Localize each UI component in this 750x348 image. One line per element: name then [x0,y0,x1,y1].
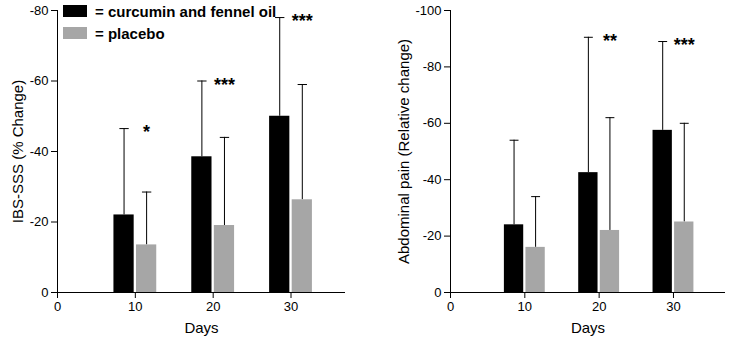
html-text:= placebo: = placebo [95,24,165,42]
svg-text:-20: -20 [30,214,49,229]
svg-text:30: 30 [284,299,298,314]
svg-text:-80: -80 [30,3,49,18]
svg-text:***: *** [674,35,695,55]
svg-text:-100: -100 [415,3,441,18]
svg-text:-40: -40 [423,172,442,187]
svg-text:Days: Days [571,319,605,336]
svg-text:Abdominal pain (Relative chang: Abdominal pain (Relative change) [395,39,412,264]
svg-text:20: 20 [206,299,220,314]
svg-text:***: *** [292,11,313,31]
svg-text:Days: Days [184,319,218,336]
svg-text:10: 10 [518,299,532,314]
svg-text:-20: -20 [423,228,442,243]
svg-text:-40: -40 [30,144,49,159]
svg-text:-60: -60 [423,115,442,130]
svg-text:-60: -60 [30,73,49,88]
svg-text:0: 0 [434,285,441,300]
svg-text:10: 10 [128,299,142,314]
svg-text:-80: -80 [423,59,442,74]
svg-text:0: 0 [41,285,48,300]
svg-text:IBS-SSS (% Change): IBS-SSS (% Change) [9,80,26,223]
svg-text:0: 0 [447,299,454,314]
svg-text:0: 0 [54,299,61,314]
html-text:= curcumin and fennel oil: = curcumin and fennel oil [95,2,277,20]
svg-text:30: 30 [666,299,680,314]
svg-text:***: *** [214,75,235,95]
svg-text:**: ** [603,31,617,51]
svg-text:20: 20 [592,299,606,314]
svg-text:*: * [143,122,150,142]
